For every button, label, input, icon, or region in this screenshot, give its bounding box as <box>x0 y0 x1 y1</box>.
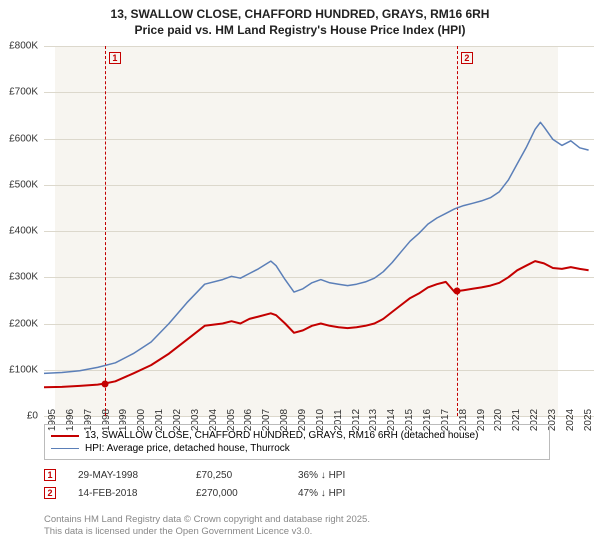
y-axis-tick-label: £0 <box>0 411 38 422</box>
series-hpi <box>44 122 589 373</box>
y-axis-tick-label: £300K <box>0 272 38 283</box>
title-line-2: Price paid vs. HM Land Registry's House … <box>10 22 590 38</box>
sales-row: 1 29-MAY-1998 £70,250 36% ↓ HPI <box>44 466 388 484</box>
legend-box: 13, SWALLOW CLOSE, CHAFFORD HUNDRED, GRA… <box>44 424 550 460</box>
legend-label-hpi: HPI: Average price, detached house, Thur… <box>85 443 290 454</box>
y-axis-tick-label: £500K <box>0 179 38 190</box>
footer-line-1: Contains HM Land Registry data © Crown c… <box>44 514 370 526</box>
sale-marker-dot <box>453 288 460 295</box>
chart-container: 13, SWALLOW CLOSE, CHAFFORD HUNDRED, GRA… <box>0 0 600 560</box>
y-axis-tick-label: £100K <box>0 364 38 375</box>
series-svg <box>44 46 594 416</box>
sales-row-marker: 1 <box>44 469 56 481</box>
legend-swatch-hpi <box>51 448 79 449</box>
y-axis-tick-label: £200K <box>0 318 38 329</box>
chart-plot-area: £0£100K£200K£300K£400K£500K£600K£700K£80… <box>44 46 594 416</box>
sales-row-hpi-delta: 47% ↓ HPI <box>298 488 388 499</box>
y-axis-tick-label: £400K <box>0 226 38 237</box>
footer-line-2: This data is licensed under the Open Gov… <box>44 526 370 538</box>
sales-table: 1 29-MAY-1998 £70,250 36% ↓ HPI 2 14-FEB-2018… <box>44 466 388 502</box>
sales-row-date: 29-MAY-1998 <box>78 470 174 481</box>
title-line-1: 13, SWALLOW CLOSE, CHAFFORD HUNDRED, GRA… <box>10 6 590 22</box>
legend-row-hpi: HPI: Average price, detached house, Thur… <box>51 442 543 455</box>
sales-row-price: £70,250 <box>196 470 276 481</box>
sales-row: 2 14-FEB-2018 £270,000 47% ↓ HPI <box>44 484 388 502</box>
sales-row-marker: 2 <box>44 487 56 499</box>
sales-row-price: £270,000 <box>196 488 276 499</box>
legend-row-price-paid: 13, SWALLOW CLOSE, CHAFFORD HUNDRED, GRA… <box>51 429 543 442</box>
y-axis-tick-label: £700K <box>0 87 38 98</box>
sale-marker-dot <box>101 380 108 387</box>
footer-note: Contains HM Land Registry data © Crown c… <box>44 514 370 539</box>
legend-swatch-price-paid <box>51 435 79 437</box>
y-axis-tick-label: £800K <box>0 41 38 52</box>
sales-row-hpi-delta: 36% ↓ HPI <box>298 470 388 481</box>
sales-row-date: 14-FEB-2018 <box>78 488 174 499</box>
series-price_paid <box>44 261 589 387</box>
title-block: 13, SWALLOW CLOSE, CHAFFORD HUNDRED, GRA… <box>0 0 600 40</box>
legend-label-price-paid: 13, SWALLOW CLOSE, CHAFFORD HUNDRED, GRA… <box>85 430 478 441</box>
y-axis-tick-label: £600K <box>0 133 38 144</box>
